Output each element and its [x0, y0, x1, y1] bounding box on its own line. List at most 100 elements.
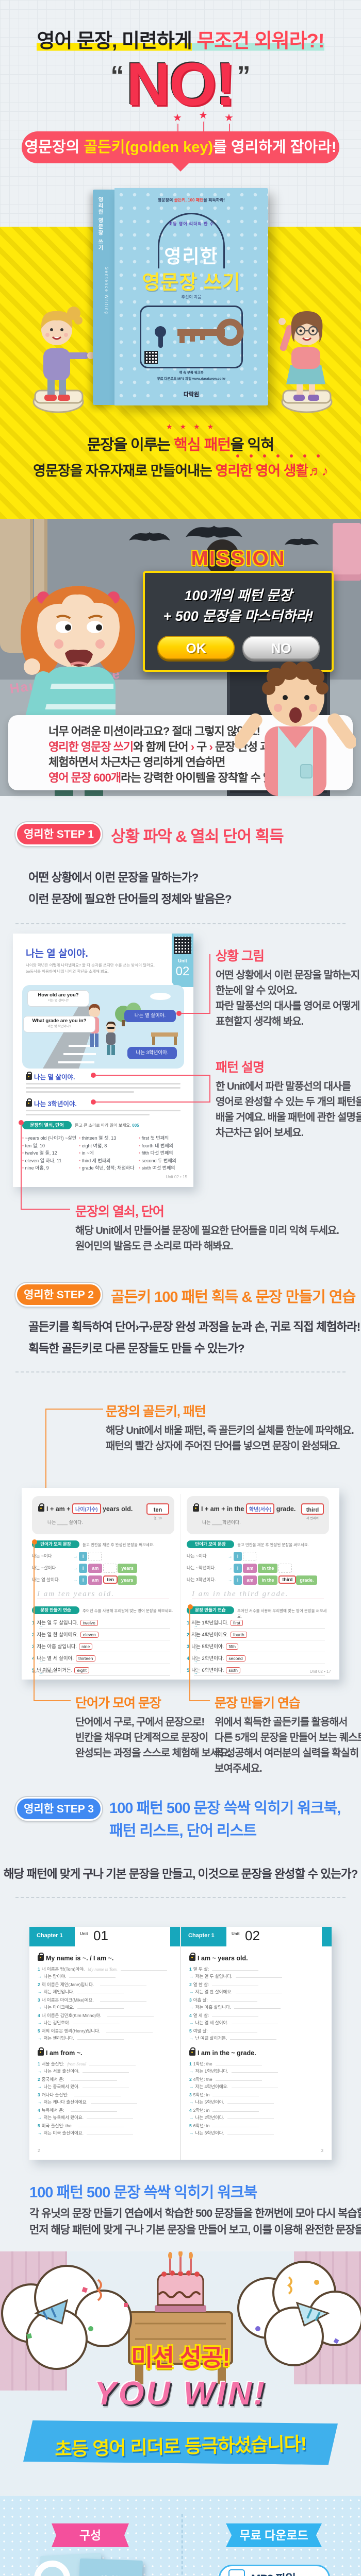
callout-desc: 파란 말풍선의 대사를 영어로 어떻게 — [216, 1001, 360, 1012]
download-button[interactable]: MP3 MP3 파일 — [219, 2565, 330, 2576]
unit-sidebar: Unit 02 — [172, 934, 193, 987]
lock-icon — [189, 2047, 195, 2056]
composition-ribbon: 구성 — [52, 2523, 129, 2547]
workbook-desc: 각 유닛의 문장 만들기 연습에서 학습한 500 문장들을 한꺼번에 모아 다… — [29, 2208, 361, 2219]
wb-section-title: I am from ~. — [38, 2047, 83, 2057]
word-item: nine 아홉, 9 — [22, 1164, 78, 1172]
lock-icon — [38, 2047, 44, 2056]
cover-appendix-1: 책 속 부록 워크북 — [179, 371, 204, 375]
unit-number: 01 — [93, 1928, 108, 1943]
key-icon — [177, 318, 244, 346]
footer-divider — [182, 2514, 183, 2576]
callout-practice-label: 문장 만들기 연습 — [215, 1696, 301, 1710]
cover-title-1: 영리한 — [164, 246, 219, 267]
build-badge: 단어가 모여 문장 — [32, 1540, 79, 1548]
callout-desc: 빈칸을 채우며 단계적으로 문장이 — [75, 1732, 208, 1743]
cover-qr-code — [144, 351, 158, 364]
keyhole-arch — [158, 213, 225, 268]
step1-page-mockup: 나는 열 살이야. 나이와 학년은 어떻게 나타낼까요? 둘 다 숫자를 쓰지만… — [13, 934, 193, 1187]
main-book-mini-cover: 영리한 영문장 쓰기 다락원 — [77, 2558, 143, 2576]
divider — [15, 923, 346, 924]
headline: 영어 문장, 미련하게 무조건 외워라?! — [37, 30, 325, 52]
footer-section: 구성 무료 다운로드 100 패턴 500 문장 쓱싹 익히기 워크북 영리한 … — [0, 2496, 361, 2576]
practice-item: 4나는 열 세 살이야.thirteen → — [32, 1653, 174, 1665]
callout-desc: 한눈에 알 수 있어요. — [216, 985, 297, 996]
word-item: sixth 여섯 번째의 — [139, 1164, 190, 1172]
lock-icon — [26, 1098, 32, 1107]
unit-number: 02 — [245, 1928, 260, 1943]
step2-badge: 영리한 STEP 2 — [15, 1283, 102, 1307]
unit-number: 02 — [175, 964, 190, 978]
word-item: second 두 번째의 — [139, 1157, 190, 1165]
word-list-col-2: thirteen 열 셋, 13eight 여덟, 8in ~에third 세 … — [79, 1134, 137, 1172]
speech-line-1: 너무 어려운 미션이라고요? 절대 그렇지 않아요! — [48, 725, 260, 738]
no-button[interactable]: NO — [242, 636, 320, 659]
word-item: in ~에 — [79, 1149, 137, 1157]
you-win-text: YOU WIN! — [94, 2375, 267, 2412]
page-number: 3 — [321, 2148, 323, 2153]
wb-item: 3 5학년: in → 나는 5학년이야. — [189, 2092, 324, 2107]
step3-badge: 영리한 STEP 3 — [15, 1797, 102, 1821]
cover-publisher-logo: 다락원 — [183, 392, 200, 398]
word-item: first 첫 번째의 — [139, 1134, 190, 1142]
banner-tail — [171, 162, 190, 172]
practice-item: 5난 여덟 살이거든.eight → — [32, 1665, 174, 1677]
step2-title: 골든키 100 패턴 획득 & 문장 만들기 연습 — [111, 1289, 356, 1306]
speech-bubble-ko-2: 나는 3학년이야. — [127, 1047, 177, 1059]
wb-item: 1 서울 출신인: from Seoul → 나는 서울 출신이야. — [38, 2061, 173, 2076]
build-row: 나는 ~이다 → I — [187, 1552, 257, 1561]
mission-line-2: + 500 문장을 마스터하라! — [163, 608, 314, 624]
step3-title-2: 패턴 리스트, 단어 리스트 — [109, 1823, 257, 1839]
mission-success-text: 미션 성공! — [131, 2344, 230, 2371]
word-item: thirteen 열 셋, 13 — [79, 1134, 137, 1142]
handwriting-line: I am ten years old. — [37, 1590, 169, 1599]
workbook-heading: 100 패턴 500 문장 쓱싹 익히기 워크북 — [29, 2184, 257, 2201]
words-badge: 문장의 열쇠, 단어 — [22, 1121, 72, 1129]
callout-build-label: 단어가 모여 문장 — [75, 1696, 161, 1710]
callout-desc: 위에서 획득한 골든키를 활용해서 — [215, 1717, 348, 1728]
bat-icon — [186, 526, 242, 538]
chapter-label: Chapter 1 — [188, 1933, 215, 1939]
wb-item: 5 저의 이름은 헨리(Henry)입니다. → 저는 헨리입니다. — [38, 2028, 173, 2043]
wb-item: 3 아홉 살: → 저는 아홉 살입니다. — [189, 1997, 324, 2012]
unit-qr-code — [174, 937, 191, 954]
wb-section-title: I am in the ~ grade. — [189, 2047, 256, 2057]
callout-desc: 해당 Unit에서 만들어볼 문장에 필요한 단어들을 미리 익혀 두세요. — [75, 1225, 339, 1236]
callout-desc: 원어민의 발음도 큰 소리로 따라 해봐요. — [75, 1241, 234, 1252]
callout-desc: 패턴의 빨간 상자에 주어진 단어를 넣으면 문장이 완성돼요. — [106, 1440, 340, 1452]
wb-section-title: I am ~ years old. — [189, 1953, 248, 1962]
callout-desc: 차근차근 읽어 보세요. — [216, 1127, 304, 1139]
ok-button[interactable]: OK — [157, 636, 235, 659]
situation-illustration: How old are you? 너는 몇 살이니? What grade ar… — [22, 985, 184, 1069]
wb-item: 1 1학년: the → 저는 1학년입니다. — [189, 2061, 324, 2076]
free-download-ribbon: 무료 다운로드 — [226, 2523, 322, 2547]
step3-title-1: 100 패턴 500 문장 쓱싹 익히기 워크북, — [109, 1800, 341, 1817]
callout-desc: 다른 5개의 문장을 만들어 보는 퀘스트예요. — [215, 1732, 361, 1743]
practice-item: 3저는 아홉 살입니다.nine → — [32, 1641, 174, 1653]
build-instruction: 듣고 빈칸을 채운 후 완성된 문장을 써보세요. — [237, 1543, 309, 1547]
workbook-desc: 먼저 해당 패턴에 맞게 구나 기본 문장을 만들어 보고, 이를 이용해 완전… — [29, 2224, 361, 2236]
book-cover: 영문장의 골든키, 100 패턴을 획득하라! 초등 영어 리더의 한 수 영리… — [114, 188, 268, 405]
download-icon: MP3 — [228, 2569, 245, 2576]
callout-situation-label: 상황 그림 — [216, 949, 265, 963]
cover-author: 추선이 지음 — [181, 295, 202, 299]
callout-desc: 단어에서 구로, 구에서 문장으로! — [75, 1717, 205, 1728]
unit-sub-2: be동사를 이용하여 나의 나이와 학년을 소개해 봐요. — [26, 969, 109, 974]
step1-badge: 영리한 STEP 1 — [15, 822, 102, 846]
practice-badge: 문장 만들기 연습 — [32, 1606, 79, 1614]
wb-section-title: My name is ~. / I am ~. — [38, 1953, 113, 1962]
speech-bubble-en-2: What grade are you in? 너는 몇 학년이니? — [23, 1016, 95, 1032]
mission-title: MISSION — [191, 547, 286, 570]
build-badge: 단어가 모여 문장 — [187, 1540, 234, 1548]
step1-question-2: 이런 문장에 필요한 단어들의 정체와 발음은? — [28, 893, 232, 906]
step3-question: 해당 패턴에 맞게 구나 기본 문장을 만들고, 이것으로 문장을 완성할 수 … — [3, 1868, 358, 1880]
